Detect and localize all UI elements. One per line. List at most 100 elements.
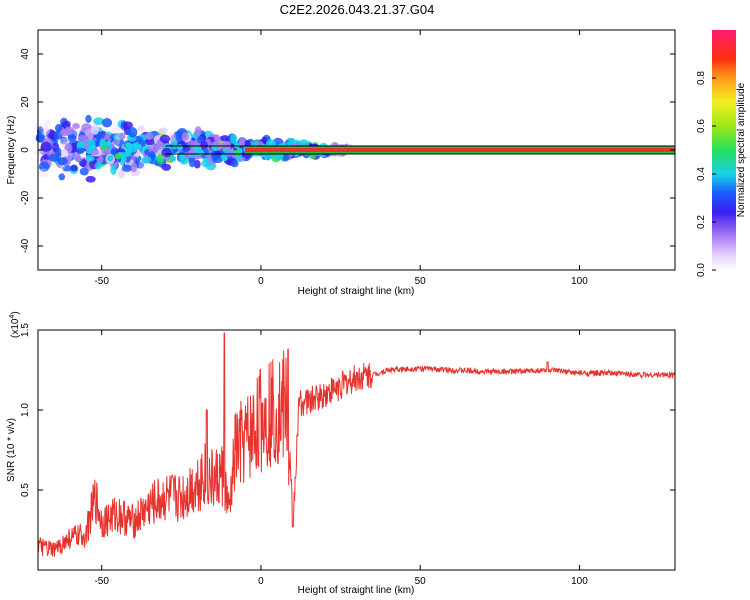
spectrogram-y-tick-label: 40 — [20, 48, 31, 60]
spectrogram-cell — [94, 161, 102, 170]
snr-multiplier-exp: 4 — [9, 315, 16, 319]
spectrogram-cell — [40, 127, 50, 136]
spectrogram-peak-cell — [177, 144, 184, 151]
snr-multiplier-base: (x10 — [10, 318, 21, 338]
spectrogram-y-tick-label: -40 — [20, 238, 31, 253]
colorbar-tick-label: 0.6 — [696, 119, 707, 133]
spectrogram-cell — [76, 147, 85, 155]
ridge-band-inner — [245, 148, 675, 152]
spectrogram-cell — [159, 134, 171, 144]
figure-title: C2E2.2026.043.21.37.G04 — [280, 2, 435, 17]
spectrogram-cell — [48, 153, 60, 162]
snr-x-tick-label: 0 — [258, 576, 264, 587]
spectrogram-cell — [145, 137, 156, 146]
snr-x-tick-label: 100 — [571, 576, 588, 587]
spectrogram-cell — [70, 142, 78, 154]
spectrogram-cell — [211, 144, 219, 151]
spectrogram-cell — [200, 140, 208, 150]
spectrogram-peak-cell — [233, 149, 240, 156]
spectrogram-cell — [155, 140, 164, 150]
spectrogram-cell — [101, 117, 113, 128]
spectrogram-peak-cell — [105, 140, 112, 147]
spectrogram-cell — [213, 134, 220, 143]
spectrogram-xlabel: Height of straight line (km) — [298, 286, 415, 297]
spectrogram-x-tick-label: 0 — [258, 276, 264, 287]
spectrogram-cell — [220, 135, 230, 142]
spectrogram-cell — [38, 161, 50, 172]
spectrogram-cell — [171, 139, 178, 150]
spectrogram-cell — [121, 164, 133, 172]
spectrogram-cell — [137, 125, 145, 132]
snr-x-axis: -50 0 50 100 — [94, 330, 588, 587]
snr-frame — [37, 329, 676, 571]
spectrogram-cell — [78, 140, 87, 148]
snr-multiplier: (x104) — [9, 311, 21, 338]
spectrogram-cell — [117, 169, 125, 179]
spectrogram-x-tick-label: -50 — [94, 276, 109, 287]
spectrogram-peak-cell — [99, 140, 106, 147]
spectrogram-cell — [93, 117, 105, 125]
svg-text:(x104): (x104) — [9, 311, 21, 338]
spectrogram-cell — [110, 164, 117, 175]
snr-ylabel: SNR (10 * v/v) — [6, 418, 17, 482]
spectrogram-cell — [60, 149, 69, 157]
spectrogram-peak-cell — [132, 142, 139, 149]
spectrogram-cell — [97, 132, 106, 139]
spectrogram-cell — [40, 141, 52, 152]
spectrogram-cell — [79, 167, 89, 176]
spectrogram-cell — [59, 129, 71, 137]
spectrogram-cell — [85, 114, 92, 123]
spectrogram-cell — [156, 153, 165, 165]
spectrogram-x-tick-label: 100 — [571, 276, 588, 287]
spectrogram-cell — [42, 125, 50, 136]
spectrogram-peak-cell — [114, 153, 121, 160]
spectrogram-cell — [113, 135, 120, 147]
spectrogram-peak-cell — [86, 146, 93, 153]
spectrogram-ridge — [165, 145, 675, 155]
spectrogram-peak-cell — [221, 155, 228, 162]
spectrogram-cell — [58, 173, 66, 181]
snr-multiplier-close: ) — [10, 311, 21, 314]
spectrogram-cell — [188, 156, 196, 168]
spectrogram-panel: -50 0 50 100 -40 -20 0 20 40 Height of straight… — [6, 29, 676, 297]
spectrogram-cell — [238, 138, 246, 148]
spectrogram-peak-cell — [125, 142, 132, 149]
snr-y-tick-label: 1.5 — [20, 323, 31, 337]
spectrogram-peak-cell — [179, 153, 186, 160]
colorbar-tick-label: 0.0 — [696, 263, 707, 277]
colorbar-tick-label: 0.4 — [696, 167, 707, 181]
spectrogram-cell — [67, 133, 77, 143]
snr-x-tick-label: -50 — [94, 576, 109, 587]
spectrogram-x-tick-label: 50 — [415, 276, 427, 287]
spectrogram-cell — [60, 136, 68, 145]
spectrogram-cell — [141, 156, 152, 164]
spectrogram-cell — [33, 149, 44, 156]
spectrogram-cell — [159, 127, 168, 135]
colorbar-gradient — [712, 30, 736, 270]
colorbar-tick-label: 0.2 — [696, 215, 707, 229]
spectrogram-cell — [38, 168, 49, 178]
snr-y-tick-label: 1.0 — [20, 403, 31, 417]
spectrogram-cell — [201, 159, 211, 168]
spectrogram-x-axis: -50 0 50 100 — [94, 30, 588, 287]
spectrogram-cell — [54, 124, 63, 133]
spectrogram-cell — [77, 135, 88, 143]
spectrogram-peak-cell — [125, 150, 132, 157]
snr-y-tick-label: 0.5 — [20, 483, 31, 497]
spectrogram-cell — [127, 127, 138, 138]
spectrogram-cell — [72, 123, 80, 130]
spectrogram-y-tick-label: 0 — [20, 147, 31, 153]
spectrogram-cell — [85, 154, 95, 162]
spectrogram-cell — [230, 133, 238, 144]
spectrogram-cell — [197, 135, 204, 144]
spectrogram-cell — [161, 147, 172, 158]
spectrogram-peak-cell — [169, 155, 176, 162]
spectrogram-cell — [161, 163, 172, 171]
spectrogram-cell — [145, 132, 154, 141]
spectrogram-cell — [73, 152, 81, 161]
snr-panel: -50 0 50 100 0.5 1.0 1.5 Height of straight l… — [6, 311, 676, 596]
spectrogram-cell — [70, 164, 78, 172]
spectrogram-cell — [78, 158, 88, 168]
spectrogram-cell — [56, 157, 68, 166]
